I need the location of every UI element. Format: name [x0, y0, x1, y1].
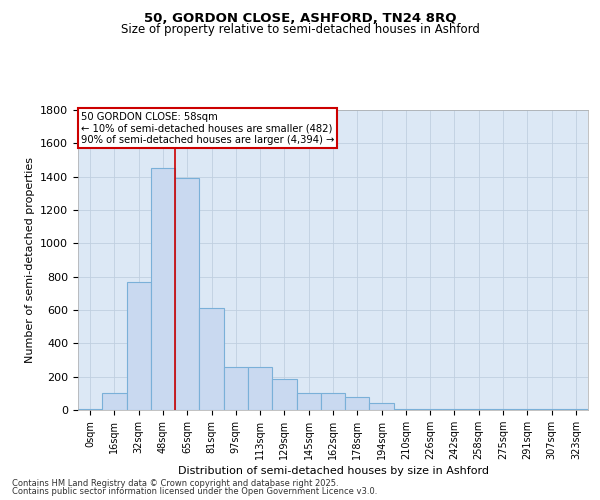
Bar — [224, 366, 248, 410]
Bar — [199, 308, 224, 410]
Bar — [272, 379, 296, 410]
Bar — [78, 409, 102, 410]
Text: 50, GORDON CLOSE, ASHFORD, TN24 8RQ: 50, GORDON CLOSE, ASHFORD, TN24 8RQ — [144, 12, 456, 26]
Bar — [442, 409, 467, 410]
Text: Size of property relative to semi-detached houses in Ashford: Size of property relative to semi-detach… — [121, 22, 479, 36]
Bar — [564, 409, 588, 410]
Text: 50 GORDON CLOSE: 58sqm
← 10% of semi-detached houses are smaller (482)
90% of se: 50 GORDON CLOSE: 58sqm ← 10% of semi-det… — [80, 112, 334, 144]
X-axis label: Distribution of semi-detached houses by size in Ashford: Distribution of semi-detached houses by … — [178, 466, 488, 476]
Bar — [102, 394, 127, 410]
Bar — [175, 178, 199, 410]
Bar — [345, 396, 370, 410]
Bar — [515, 409, 539, 410]
Bar — [394, 409, 418, 410]
Bar — [151, 168, 175, 410]
Text: Contains HM Land Registry data © Crown copyright and database right 2025.: Contains HM Land Registry data © Crown c… — [12, 478, 338, 488]
Y-axis label: Number of semi-detached properties: Number of semi-detached properties — [25, 157, 35, 363]
Bar — [127, 282, 151, 410]
Bar — [467, 409, 491, 410]
Text: Contains public sector information licensed under the Open Government Licence v3: Contains public sector information licen… — [12, 487, 377, 496]
Bar — [321, 394, 345, 410]
Bar — [370, 404, 394, 410]
Bar — [248, 366, 272, 410]
Bar — [418, 409, 442, 410]
Bar — [539, 409, 564, 410]
Bar — [491, 409, 515, 410]
Bar — [296, 394, 321, 410]
